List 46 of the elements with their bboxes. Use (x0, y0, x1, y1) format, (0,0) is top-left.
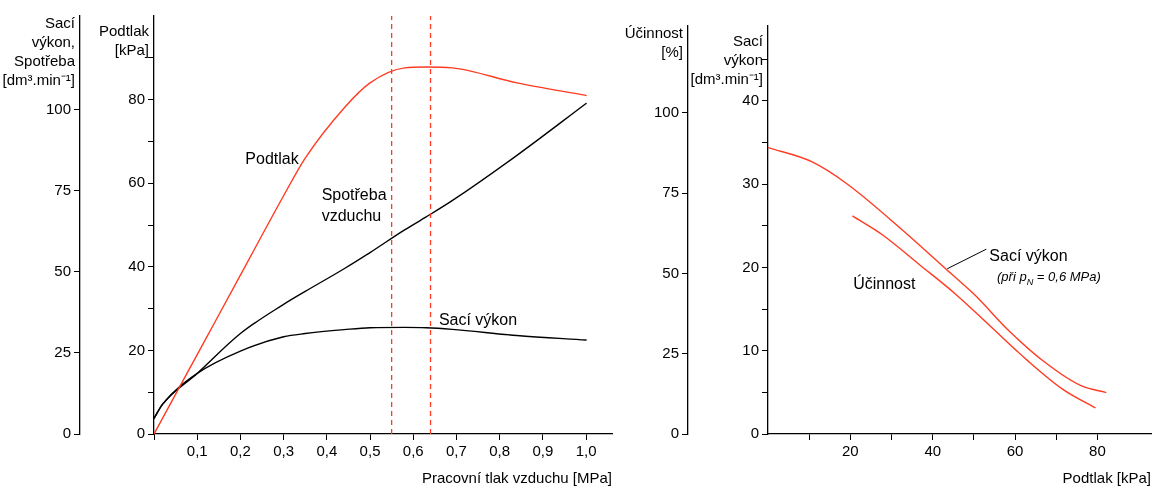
y2-tick-label: 0 (670, 424, 679, 442)
x-tick-label: 1,0 (575, 442, 597, 460)
y-tick-label: 40 (128, 256, 145, 274)
y2-tick-label: 100 (653, 102, 679, 120)
x-tick-label: 0,1 (186, 442, 208, 460)
y2-tick-label: 75 (54, 181, 71, 199)
x-tick-label: 20 (842, 442, 859, 460)
y-tick-label: 60 (128, 173, 145, 191)
y-tick-label: 0 (136, 424, 145, 442)
series-label: Sací výkon (438, 311, 518, 329)
x-tick-label: 60 (1006, 442, 1024, 460)
x-tick-label: 0,5 (359, 442, 381, 460)
y-axis-title: Sací výkon [dm³.min⁻¹] (690, 32, 764, 87)
x-tick-label: 0,8 (489, 442, 511, 460)
y2-tick-label: 100 (45, 100, 71, 118)
x-tick-label: 80 (1089, 442, 1106, 460)
y-tick-label: 0 (750, 424, 759, 442)
y-tick-label: 80 (128, 89, 145, 107)
x-tick-label: 0,6 (402, 442, 424, 460)
series-label: Účinnost (853, 274, 917, 293)
series-label: Podtlak (245, 149, 300, 167)
y-tick-label: 20 (742, 257, 759, 275)
x-tick-label: 0,4 (316, 442, 338, 460)
y-tick-label: 40 (742, 91, 759, 109)
y2-tick-label: 75 (662, 183, 679, 201)
x-tick-label: 0,7 (446, 442, 467, 460)
y2-tick-label: 50 (54, 262, 71, 280)
line-series (768, 146, 1107, 394)
x-tick-label: 0,3 (273, 442, 295, 460)
y2-tick-label: 0 (62, 424, 71, 442)
y-axis-title: Podtlak [kPa] (98, 22, 150, 58)
x-axis-title: Podtlak [kPa] (1062, 469, 1151, 487)
y-tick-label: 10 (742, 340, 759, 358)
y2-tick-label: 50 (662, 263, 679, 281)
y2-axis-title: Účinnost [%] (624, 24, 684, 60)
text: Sací výkon (989, 246, 1068, 264)
x-tick-label: 40 (924, 442, 942, 460)
x-tick-label: 0,9 (532, 442, 554, 460)
y-tick-label: 30 (742, 174, 759, 192)
series-label: Spotřeba vzduchu (321, 185, 387, 224)
y2-axis-title: Sací výkon, Spotřeba [dm³.min⁻¹] (2, 14, 76, 88)
y2-tick-label: 25 (662, 343, 679, 361)
y2-tick-label: 25 (54, 343, 71, 361)
x-axis-title: Pracovní tlak vzduchu [MPa] (421, 469, 612, 487)
x-tick-label: 0,2 (229, 442, 251, 460)
y-tick-label: 20 (128, 340, 145, 358)
